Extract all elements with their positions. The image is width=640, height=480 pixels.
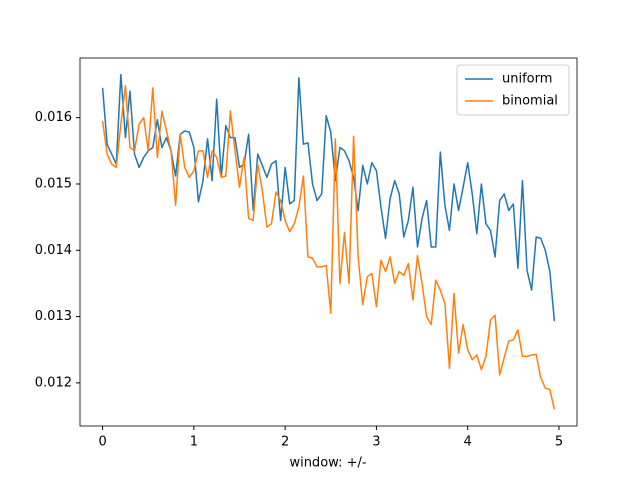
legend-box [456,64,570,116]
x-tick-label: 2 [281,435,289,450]
legend-label: uniform [502,72,552,87]
x-tick-label: 0 [98,435,106,450]
legend-label: binomial [502,94,558,109]
y-tick-label: 0.016 [35,110,72,125]
y-tick-label: 0.015 [35,176,72,191]
x-tick-label: 3 [372,435,380,450]
y-tick-label: 0.012 [35,375,72,390]
x-axis-label: window: +/- [289,456,366,471]
series-line [101,85,556,410]
y-tick-label: 0.013 [35,309,72,324]
axes-frame [79,57,578,427]
x-tick-label: 5 [555,435,563,450]
y-tick-label: 0.014 [35,243,72,258]
x-tick-label: 4 [464,435,472,450]
x-tick-label: 1 [190,435,198,450]
series-line [101,73,556,322]
